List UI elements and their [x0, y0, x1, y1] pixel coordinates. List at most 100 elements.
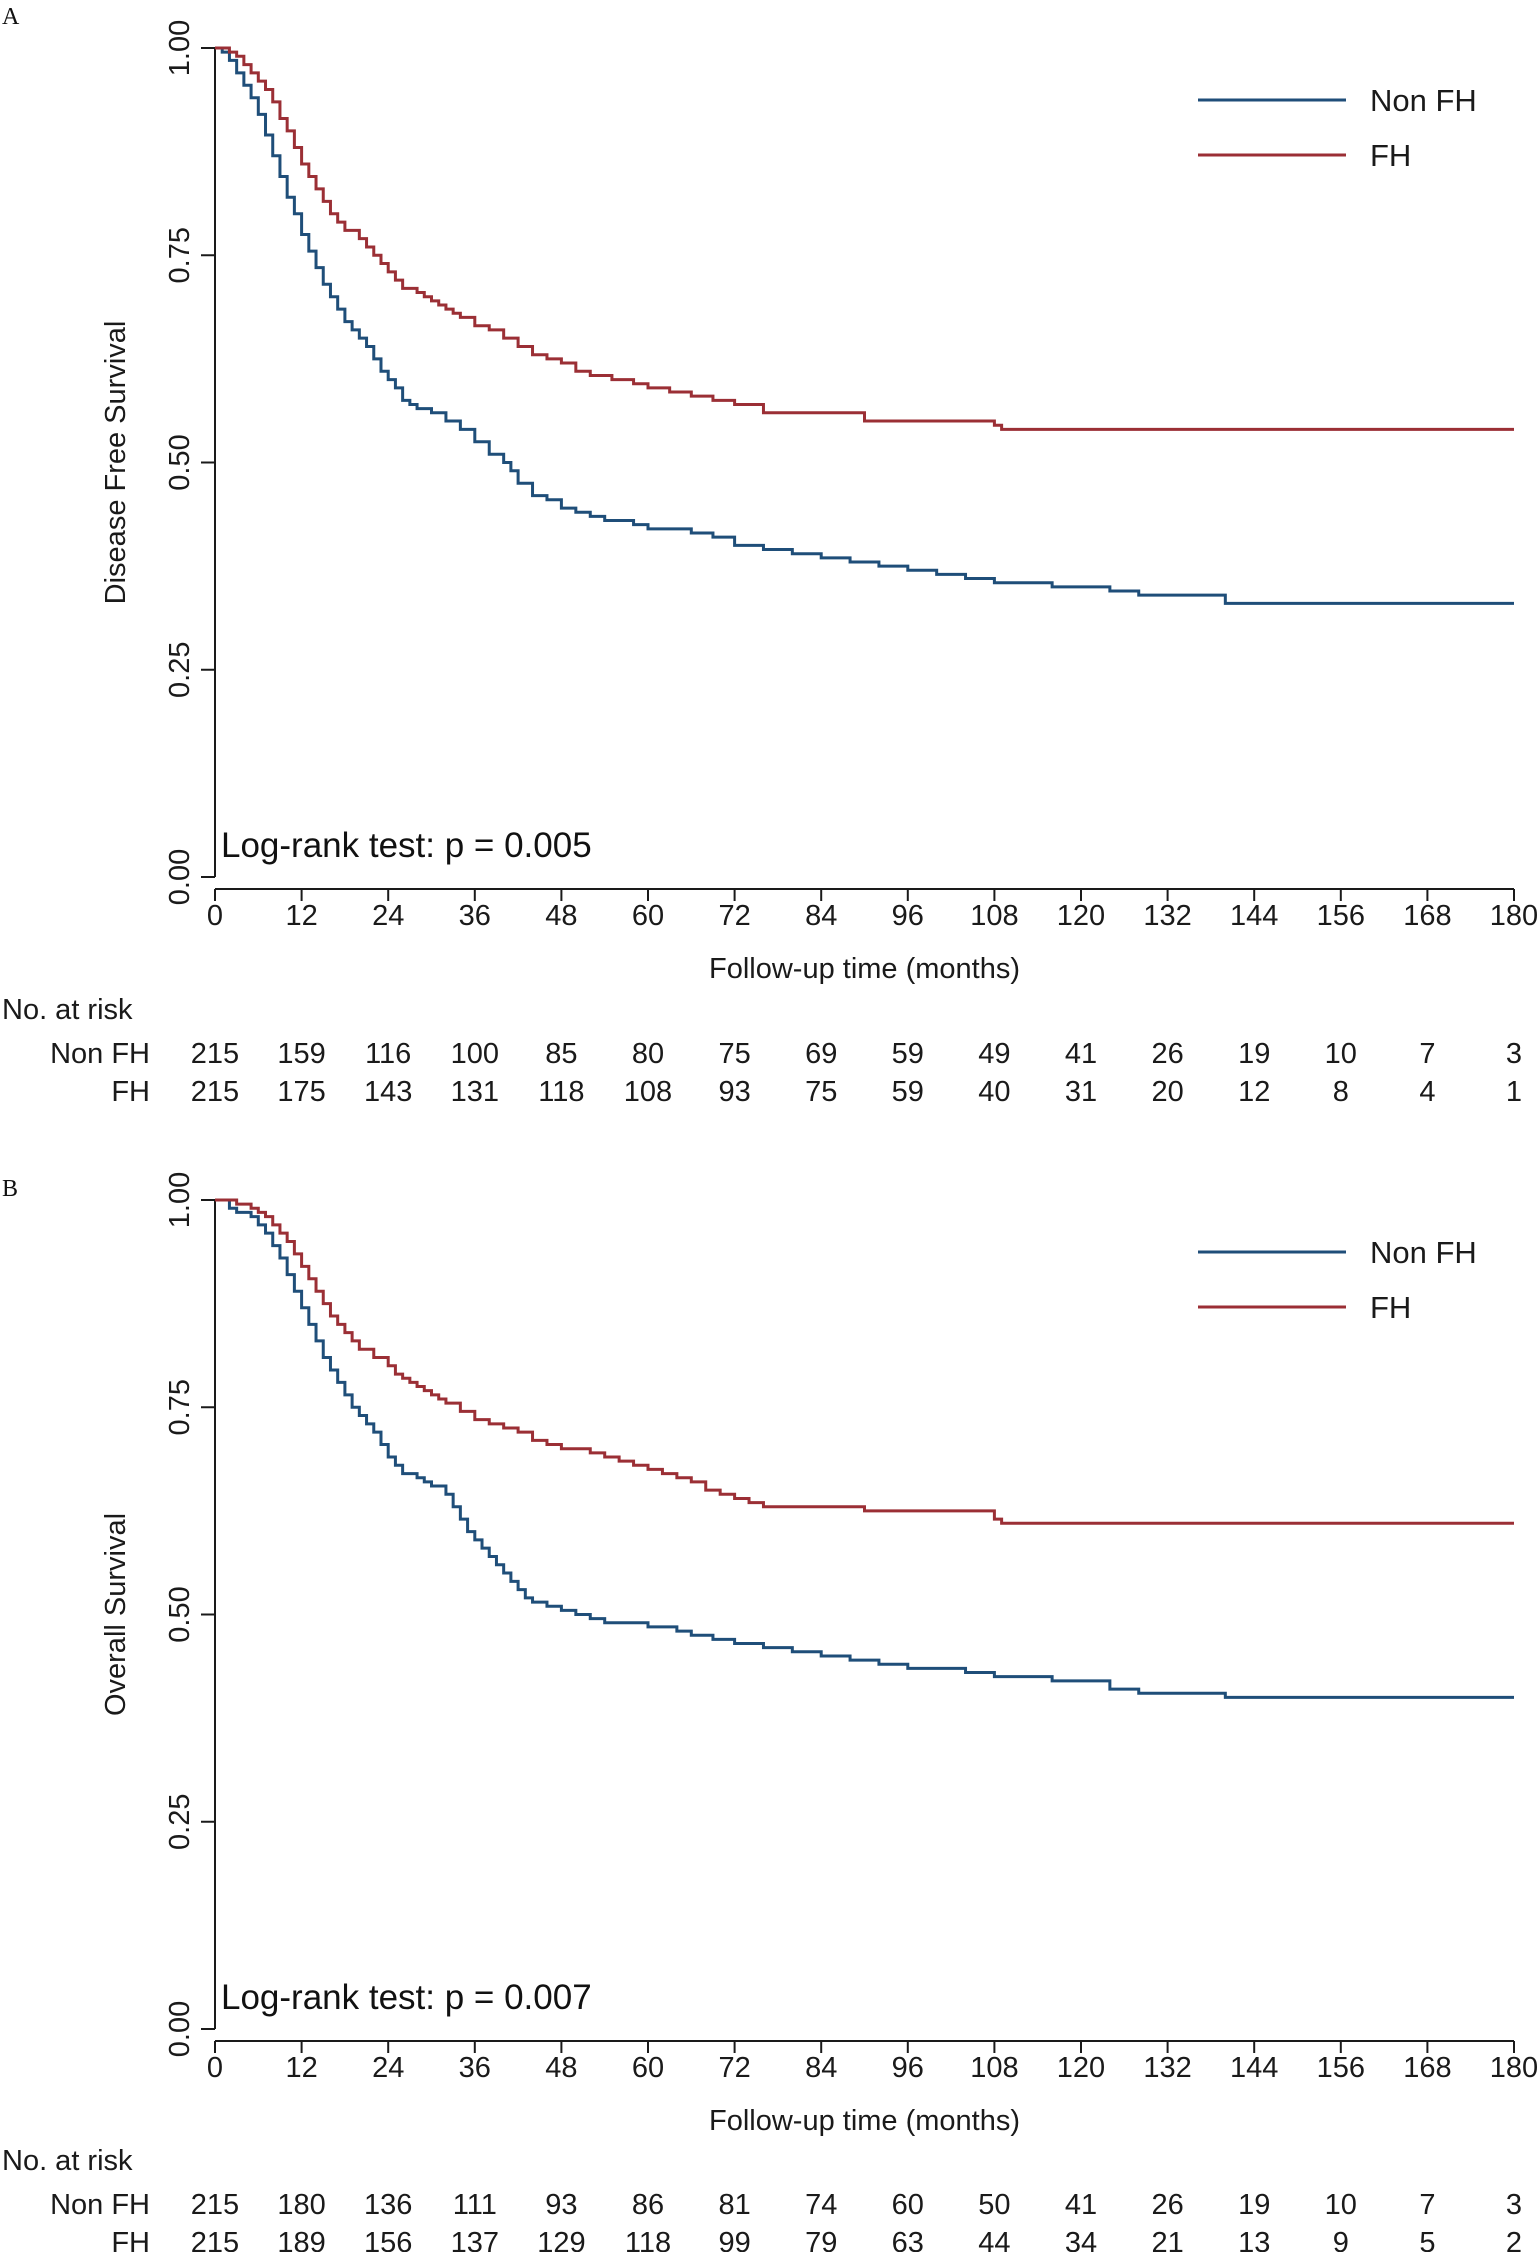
y-tick-label: 0.00 [164, 2001, 196, 2057]
risk-count: 13 [1238, 2227, 1270, 2252]
risk-count: 44 [978, 2227, 1010, 2252]
y-tick-label: 1.00 [164, 20, 196, 76]
risk-count: 215 [191, 2227, 239, 2252]
x-tick-label: 72 [718, 2052, 750, 2084]
x-tick-label: 72 [718, 900, 750, 932]
x-tick-label: 108 [970, 900, 1018, 932]
risk-count: 21 [1151, 2227, 1183, 2252]
x-tick-label: 36 [459, 2052, 491, 2084]
y-axis-title: Overall Survival [100, 1513, 132, 1716]
x-tick-label: 120 [1057, 2052, 1105, 2084]
risk-count: 75 [718, 1038, 750, 1070]
risk-table-title: No. at risk [2, 2145, 133, 2177]
risk-count: 5 [1419, 2227, 1435, 2252]
risk-count: 59 [892, 1076, 924, 1108]
risk-count: 81 [718, 2189, 750, 2221]
risk-count: 159 [277, 1038, 325, 1070]
x-tick-label: 180 [1490, 900, 1538, 932]
x-tick-label: 84 [805, 900, 837, 932]
risk-count: 137 [451, 2227, 499, 2252]
x-tick-label: 0 [207, 900, 223, 932]
risk-count: 19 [1238, 2189, 1270, 2221]
risk-count: 50 [978, 2189, 1010, 2221]
risk-count: 59 [892, 1038, 924, 1070]
risk-count: 111 [453, 2189, 497, 2221]
y-tick-label: 0.50 [164, 434, 196, 490]
risk-count: 116 [365, 1038, 411, 1070]
y-tick-label: 0.00 [164, 849, 196, 905]
legend-label: FH [1370, 1290, 1411, 1325]
risk-count: 131 [451, 1076, 499, 1108]
risk-count: 69 [805, 1038, 837, 1070]
x-tick-label: 96 [892, 900, 924, 932]
y-tick-label: 1.00 [164, 1172, 196, 1228]
risk-count: 3 [1506, 2189, 1522, 2221]
y-tick-label: 0.25 [164, 642, 196, 698]
survival-curve-fh [215, 46, 1514, 431]
risk-count: 41 [1065, 1038, 1097, 1070]
risk-count: 93 [718, 1076, 750, 1108]
risk-count: 9 [1333, 2227, 1349, 2252]
risk-row-label: Non FH [50, 1038, 150, 1070]
risk-count: 10 [1325, 1038, 1357, 1070]
risk-count: 40 [978, 1076, 1010, 1108]
x-tick-label: 180 [1490, 2052, 1538, 2084]
legend-label: Non FH [1370, 1235, 1477, 1270]
log-rank-annotation: Log-rank test: p = 0.007 [221, 1978, 592, 2017]
risk-row-label: Non FH [50, 2189, 150, 2221]
x-tick-label: 48 [545, 2052, 577, 2084]
risk-count: 41 [1065, 2189, 1097, 2221]
risk-count: 2 [1506, 2227, 1522, 2252]
risk-row-label: FH [111, 1076, 150, 1108]
risk-count: 108 [624, 1076, 672, 1108]
risk-count: 63 [892, 2227, 924, 2252]
risk-count: 156 [364, 2227, 412, 2252]
risk-count: 60 [892, 2189, 924, 2221]
risk-count: 34 [1065, 2227, 1097, 2252]
x-tick-label: 12 [285, 2052, 317, 2084]
x-tick-label: 24 [372, 2052, 404, 2084]
risk-count: 26 [1151, 1038, 1183, 1070]
x-tick-label: 156 [1317, 900, 1365, 932]
survival-curve-non-fh [215, 46, 1514, 605]
legend-label: FH [1370, 138, 1411, 173]
x-tick-label: 120 [1057, 900, 1105, 932]
risk-count: 3 [1506, 1038, 1522, 1070]
panel-label: A [2, 4, 20, 30]
risk-count: 93 [545, 2189, 577, 2221]
risk-count: 118 [625, 2227, 671, 2252]
x-tick-label: 0 [207, 2052, 223, 2084]
risk-count: 86 [632, 2189, 664, 2221]
risk-count: 215 [191, 1038, 239, 1070]
risk-count: 8 [1333, 1076, 1349, 1108]
x-axis-title: Follow-up time (months) [709, 2105, 1020, 2137]
x-tick-label: 144 [1230, 900, 1278, 932]
risk-count: 189 [277, 2227, 325, 2252]
x-tick-label: 168 [1403, 900, 1451, 932]
risk-count: 19 [1238, 1038, 1270, 1070]
risk-count: 175 [277, 1076, 325, 1108]
risk-count: 136 [364, 2189, 412, 2221]
x-tick-label: 132 [1143, 900, 1191, 932]
risk-count: 1 [1506, 1076, 1522, 1108]
x-tick-label: 84 [805, 2052, 837, 2084]
risk-count: 7 [1419, 2189, 1435, 2221]
risk-count: 143 [364, 1076, 412, 1108]
x-tick-label: 60 [632, 2052, 664, 2084]
risk-count: 180 [277, 2189, 325, 2221]
risk-count: 75 [805, 1076, 837, 1108]
x-tick-label: 12 [285, 900, 317, 932]
legend-label: Non FH [1370, 83, 1477, 118]
y-axis-title: Disease Free Survival [100, 321, 132, 605]
risk-count: 74 [805, 2189, 837, 2221]
x-tick-label: 36 [459, 900, 491, 932]
risk-count: 118 [538, 1076, 584, 1108]
panel-label: B [2, 1176, 18, 1202]
risk-count: 80 [632, 1038, 664, 1070]
risk-count: 31 [1065, 1076, 1097, 1108]
risk-count: 85 [545, 1038, 577, 1070]
risk-count: 20 [1151, 1076, 1183, 1108]
y-tick-label: 0.75 [164, 1379, 196, 1435]
x-tick-label: 132 [1143, 2052, 1191, 2084]
